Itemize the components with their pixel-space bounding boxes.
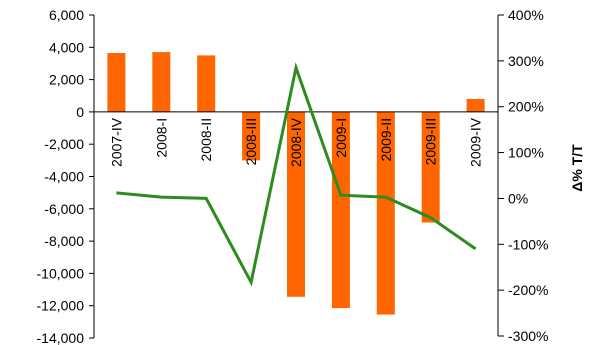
category-label: 2009-IV — [468, 117, 484, 167]
right-tick-label: 300% — [508, 53, 544, 69]
category-label: 2009-II — [378, 118, 394, 162]
left-tick-label: -8,000 — [44, 233, 84, 249]
right-axis-title: Δ% T/T — [569, 144, 585, 192]
right-tick-label: 0% — [508, 190, 528, 206]
bar-2009-III — [421, 111, 440, 223]
right-tick-label: -100% — [508, 236, 548, 252]
bar-series — [107, 52, 485, 315]
category-label: 2007-IV — [108, 117, 124, 167]
category-label: 2008-I — [153, 118, 169, 158]
left-tick-label: 2,000 — [49, 72, 84, 88]
bar-2008-IV — [287, 111, 305, 297]
bar-2009-IV — [466, 99, 485, 112]
right-tick-label: 400% — [508, 7, 544, 23]
left-tick-label: -2,000 — [44, 136, 84, 152]
left-tick-label: 6,000 — [49, 7, 84, 23]
axes: 6,000 4,000 2,000 0 -2,000 -4,000 -6,000 -8,000… — [37, 7, 549, 345]
category-label: 2008-III — [243, 118, 259, 165]
category-label: 2009-I — [333, 118, 349, 158]
left-tick-label: 0 — [76, 104, 84, 120]
category-labels: 2007-IV 2008-I 2008-II 2008-III 2008-IV 2009-… — [108, 117, 483, 167]
right-tick-label: 100% — [508, 145, 544, 161]
bar-2008-II — [197, 55, 216, 112]
bar-2009-I — [331, 111, 350, 309]
bar-2009-II — [376, 111, 395, 315]
line-path — [116, 62, 477, 287]
left-tick-label: -10,000 — [37, 265, 85, 281]
left-tick-label: -6,000 — [44, 201, 84, 217]
right-tick-label: -300% — [508, 328, 548, 344]
left-tick-label: -12,000 — [37, 298, 85, 314]
right-tick-label: 200% — [508, 99, 544, 115]
line-series — [116, 62, 477, 287]
category-label: 2008-IV — [288, 117, 304, 167]
bar-2008-III — [242, 111, 261, 161]
right-tick-label: -200% — [508, 282, 548, 298]
category-label: 2008-II — [198, 118, 214, 162]
left-tick-label: -4,000 — [44, 169, 84, 185]
bar-2007-IV — [107, 53, 126, 112]
bar-2008-I — [152, 52, 171, 112]
category-label: 2009-III — [423, 118, 439, 165]
left-tick-label: 4,000 — [49, 39, 84, 55]
left-tick-label: -14,000 — [37, 330, 85, 345]
